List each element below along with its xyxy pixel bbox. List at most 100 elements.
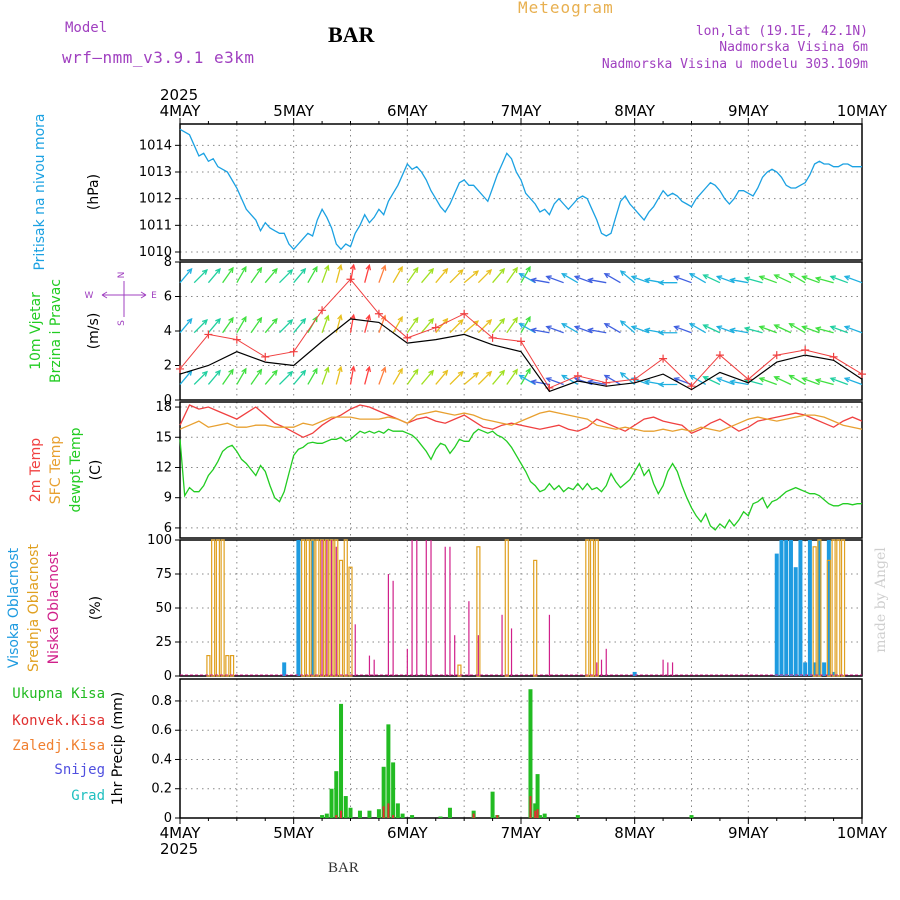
wind-arrow — [321, 367, 329, 385]
wind-arrow — [307, 266, 318, 284]
wind-title-2: Brzina i Pravac — [48, 279, 64, 383]
wind-arrow — [278, 269, 293, 284]
wind-arrow — [293, 268, 306, 284]
altitude-label: Nadmorska Visina 6m — [719, 40, 868, 55]
footer-station: BAR — [328, 860, 359, 876]
wind-arrow-head — [814, 378, 822, 384]
cloud-high-bar — [826, 540, 831, 676]
wind-gust-marker — [829, 352, 838, 361]
y-tick-label: 1012 — [139, 192, 172, 207]
y-tick-label: 25 — [155, 635, 172, 650]
y-tick-label: 0 — [164, 811, 172, 826]
wind-arrow-head — [457, 370, 464, 377]
precip-legend-item: Zaledj.Kisa — [12, 738, 105, 754]
wind-gust-marker — [801, 345, 810, 354]
wind-arrow — [236, 368, 247, 385]
compass-cross — [101, 281, 147, 317]
wind-arrow-head — [758, 275, 765, 281]
wind-arrow — [744, 277, 763, 284]
compass-n: N — [117, 272, 127, 279]
wind-arrow — [506, 369, 518, 385]
wind-gust-marker — [630, 375, 639, 384]
y-tick-label: 1011 — [139, 218, 172, 233]
wind-arrow — [392, 368, 403, 385]
wind-arrow-head — [271, 369, 278, 376]
top-date-label: 10MAY — [837, 102, 888, 120]
y-tick-label: 2 — [164, 359, 172, 374]
precip-bar-0 — [391, 762, 396, 818]
wind-arrow-head — [324, 264, 330, 271]
top-date-label: 7MAY — [501, 102, 543, 120]
wind-arrow — [193, 269, 208, 284]
wind-arrow — [207, 318, 221, 334]
wind-arrow-head — [287, 268, 294, 275]
wind-arrow — [631, 325, 650, 334]
cloud-high-bar — [812, 662, 817, 676]
pressure-title: Pritisak na nivou mora — [32, 113, 48, 270]
y-tick-label: 75 — [155, 567, 172, 582]
wind-arrow — [293, 318, 306, 334]
wind-arrow — [844, 275, 863, 284]
wind-arrow-head — [324, 314, 330, 321]
wind-arrow — [674, 325, 692, 334]
wind-arrow-head — [397, 265, 403, 273]
wind-arrow-head — [241, 265, 247, 273]
cloud-mid-bar — [301, 539, 306, 677]
wind-arrow — [463, 320, 479, 334]
wind-arrow — [520, 266, 531, 284]
wind-arrow — [830, 275, 849, 284]
wind-arrow — [574, 275, 593, 284]
wind-arrow — [802, 275, 820, 284]
wind-arrow-head — [729, 379, 736, 385]
wind-arrow-head — [228, 266, 234, 273]
bottom-date-label: 9MAY — [728, 824, 770, 842]
wind-arrow-head — [788, 272, 795, 279]
wind-arrow — [844, 325, 863, 334]
wind-arrow-head — [201, 318, 208, 325]
wind-arrow-head — [518, 323, 525, 329]
wind-arrow — [789, 273, 806, 284]
wind-arrow-head — [380, 264, 387, 271]
wind-gust-marker — [204, 330, 213, 339]
pressure-line — [179, 128, 862, 251]
wind-arrow-head — [287, 318, 294, 325]
panel-clouds: 0 25 50 75 100 — [147, 533, 863, 684]
wind-arrow-head — [499, 317, 506, 324]
precip-bar-0 — [528, 689, 533, 818]
wind-arrow-head — [619, 371, 626, 378]
wind-arrow-head — [525, 367, 531, 374]
precip-legend-item: Grad — [71, 788, 105, 804]
wind-arrow — [759, 377, 777, 386]
wind-arrow — [250, 267, 262, 284]
wind-gust-marker — [573, 371, 582, 380]
wind-arrow-head — [643, 327, 651, 334]
wind-arrow — [207, 370, 221, 385]
temp-line-2 — [179, 428, 862, 531]
precip-bar-0 — [438, 816, 443, 818]
wind-arrow-head — [201, 370, 208, 377]
wind-arrow-head — [412, 368, 419, 375]
cloud-high-bar — [632, 671, 637, 676]
wind-arrow-head — [365, 365, 372, 373]
wind-arrow — [222, 369, 234, 385]
y-tick-label: 4 — [164, 324, 172, 339]
wind-arrow — [561, 323, 579, 334]
wind-arrow-head — [486, 370, 493, 377]
wind-arrow-head — [688, 374, 696, 381]
precip-bar-0 — [376, 809, 381, 818]
wind-arrow — [179, 370, 193, 385]
cloud-high-bar — [788, 540, 793, 676]
wind-arrow — [406, 369, 419, 385]
cloud-high-bar — [803, 662, 808, 676]
wind-arrow-head — [829, 275, 836, 281]
wind-arrow — [830, 377, 849, 386]
wind-arrow-head — [530, 277, 537, 284]
precip-bar-0 — [357, 810, 362, 818]
wind-gust-marker — [602, 378, 611, 387]
cloud-high-bar — [831, 671, 836, 676]
wind-arrow-head — [545, 275, 552, 281]
cloud-mid-bar — [840, 539, 846, 677]
wind-arrow — [520, 316, 531, 334]
wind-arrow-head — [561, 374, 568, 381]
wind-arrow-head — [499, 369, 506, 376]
